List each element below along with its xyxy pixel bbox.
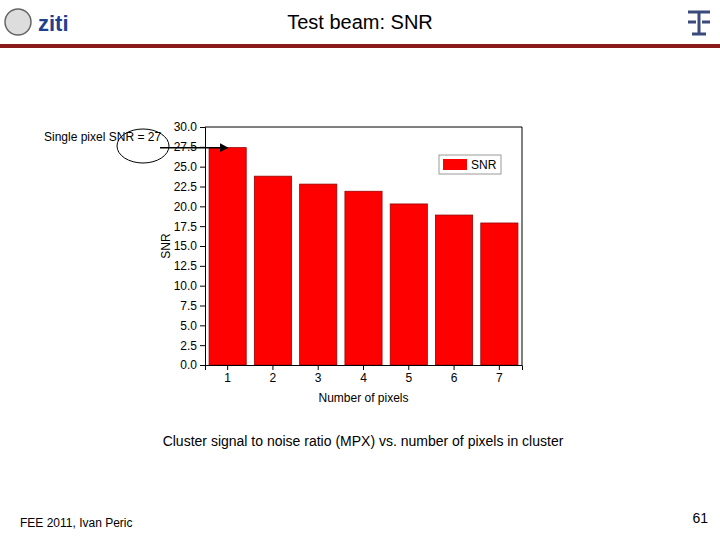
x-tick: 3 [315,365,322,385]
x-tick: 4 [360,365,367,385]
bar [345,191,382,365]
bar [436,215,473,365]
x-tick: 2 [270,365,277,385]
legend-swatch [443,159,467,170]
y-tick-mark [200,226,205,227]
page-number: 61 [692,510,708,526]
y-axis-line [200,128,206,366]
y-tick-mark [200,266,205,267]
x-tick: 6 [451,365,458,385]
y-tick: 2.5 [180,339,205,353]
bar [254,176,291,365]
legend-label: SNR [471,158,497,172]
slide-title: Test beam: SNR [287,11,433,33]
annotation: Single pixel SNR = 27 [44,130,161,144]
x-tick-mark [408,365,409,370]
bar [390,204,427,365]
y-tick: 10.0 [174,279,205,293]
footer: FEE 2011, Ivan Peric [20,516,133,530]
y-tick: 25.0 [174,160,205,174]
y-tick-mark [200,127,205,128]
x-tick-label: 1 [224,371,231,385]
x-tick-label: 2 [270,371,277,385]
bars [209,148,518,365]
header-bar [0,44,720,48]
y-tick-mark [200,187,205,188]
x-tick-label: 5 [405,371,412,385]
y-tick-mark [200,345,205,346]
frame-top [205,127,522,128]
bar [481,223,518,365]
x-tick-mark [454,365,455,370]
y-tick-label: 30.0 [174,120,198,134]
y-tick-mark [200,167,205,168]
caption: Cluster signal to noise ratio (MPX) vs. … [163,433,564,449]
legend: SNR [439,155,501,174]
slide: zitiTest beam: SNRFEE 2011, Ivan Peric61… [0,0,720,540]
y-tick-label: 0.0 [180,358,197,372]
y-tick-label: 25.0 [174,160,198,174]
x-tick-label: 3 [315,371,322,385]
frame-right [522,127,523,365]
logo-mark [688,12,710,34]
logo-text: ziti [38,11,69,36]
y-tick-mark [200,306,205,307]
logo-seal [5,9,31,35]
bar [300,184,337,365]
y-tick-label: 15.0 [174,239,198,253]
y-tick: 20.0 [174,200,205,214]
x-tick-mark [272,365,273,370]
y-tick-mark [200,286,205,287]
y-tick-mark [200,246,205,247]
y-tick-label: 22.5 [174,180,198,194]
y-tick-label: 10.0 [174,279,198,293]
x-tick-label: 6 [451,371,458,385]
annotation-highlight [117,129,169,163]
bar [209,148,246,365]
y-tick: 15.0 [174,239,205,253]
y-tick: 22.5 [174,180,205,194]
x-axis: 1 2 3 4 5 6 7 [206,365,523,385]
x-tick: 1 [224,365,231,385]
y-tick: 0.0 [180,358,205,372]
y-tick: 12.5 [174,259,205,273]
x-tick-mark [363,365,364,370]
x-tick-mark [318,365,319,370]
y-tick-label: 17.5 [174,220,198,234]
y-tick-label: 2.5 [180,339,197,353]
y-tick: 30.0 [174,120,205,134]
x-tick: 7 [496,365,503,385]
y-tick-label: 20.0 [174,200,198,214]
x-tick: 5 [405,365,412,385]
x-tick-mark [499,365,500,370]
x-tick-mark [227,365,228,370]
annotation-arrow [160,147,228,149]
y-tick-mark [200,365,205,366]
y-tick: 5.0 [180,319,205,333]
x-tick-label: 7 [496,371,503,385]
y-axis-title: SNR [159,233,173,259]
y-tick-mark [200,325,205,326]
y-tick: 7.5 [180,299,205,313]
y-tick-label: 5.0 [180,319,197,333]
x-axis-title: Number of pixels [318,391,408,405]
x-axis-line [206,366,523,371]
y-axis: 0.0 2.5 5.0 7.5 10.0 12.5 15.0 17.5 20.0 22.5 25.0… [174,120,206,372]
y-tick-label: 7.5 [180,299,197,313]
y-tick: 17.5 [174,220,205,234]
y-tick-label: 12.5 [174,259,198,273]
logo-right [688,12,710,34]
y-tick-mark [200,206,205,207]
legend-box [439,155,501,174]
x-tick-label: 4 [360,371,367,385]
